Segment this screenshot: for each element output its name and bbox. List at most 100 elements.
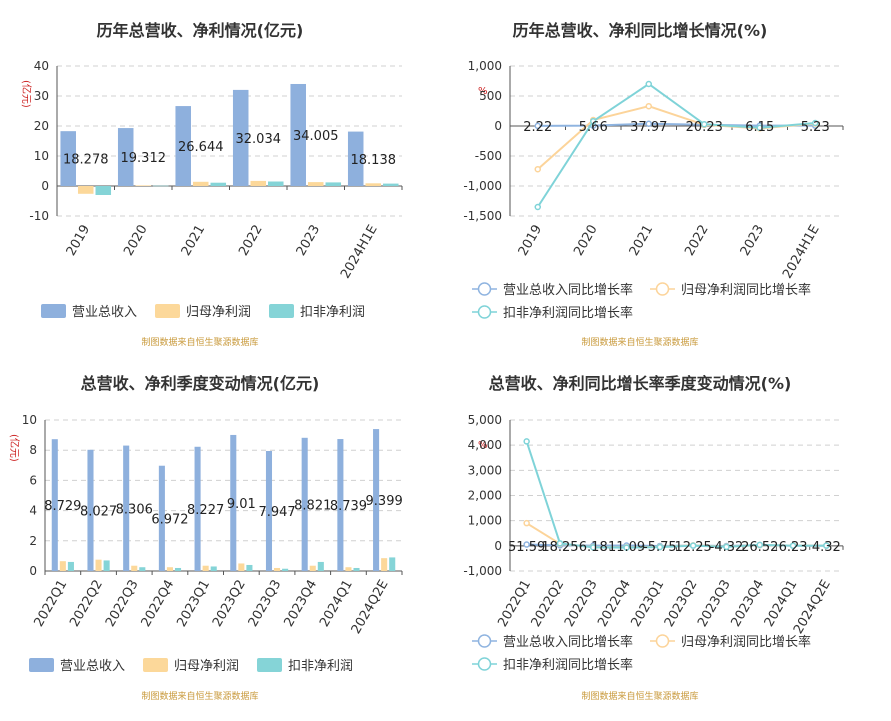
bar-net-profit	[307, 182, 324, 186]
bar-net-profit	[238, 563, 245, 571]
bar-deducted-net-profit	[389, 557, 396, 571]
data-label: 2.22	[523, 120, 552, 135]
y-tick-label: -10	[29, 209, 49, 223]
x-tick-label: 2019	[64, 223, 94, 259]
bar-net-profit	[381, 558, 388, 571]
legend-label: 归母净利润	[174, 659, 239, 674]
x-tick-label: 2023Q1	[174, 578, 213, 630]
bar-deducted-net-profit	[353, 567, 360, 571]
legend-label: 扣非净利润	[300, 305, 365, 320]
bar-deducted-net-profit	[325, 182, 342, 186]
bar-net-profit	[166, 567, 173, 571]
data-point	[590, 544, 597, 551]
data-label: -5.75	[643, 540, 677, 555]
bar-deducted-net-profit	[174, 567, 182, 571]
data-label: 18.25	[541, 540, 578, 555]
bar-net-profit	[345, 567, 352, 571]
source-note: 制图数据来自恒生聚源数据库	[141, 690, 258, 702]
data-point	[756, 124, 763, 132]
legend-swatch-marker	[477, 634, 492, 648]
data-label: 12.25	[675, 540, 712, 555]
y-tick-label: -500	[475, 149, 502, 163]
bar-net-profit	[95, 559, 102, 571]
x-tick-label: 2024Q2E	[349, 578, 392, 637]
y-tick-label: 4	[29, 504, 37, 518]
bar-net-profit	[274, 567, 281, 571]
legend-label: 营业总收入	[72, 305, 137, 320]
data-label: 19.312	[121, 151, 167, 166]
bar-revenue	[265, 451, 273, 571]
legend-label: 营业总收入同比增长率	[503, 282, 633, 298]
data-point	[756, 541, 763, 549]
bar-revenue	[175, 106, 191, 186]
legend: 营业总收入 归母净利润 扣非净利润	[29, 658, 353, 674]
data-label: 8.739	[330, 499, 367, 514]
source-note: 制图数据来自恒生聚源数据库	[581, 336, 698, 348]
legend-label: 扣非净利润	[288, 659, 353, 674]
y-tick-label: 10	[22, 413, 37, 427]
bar-net-profit	[59, 561, 66, 571]
x-tick-label: 2022Q4	[139, 578, 178, 630]
data-point	[645, 102, 652, 110]
bar-revenue	[123, 445, 130, 571]
data-label: 34.005	[293, 129, 339, 144]
bar-revenue	[301, 437, 308, 571]
legend-swatch	[29, 658, 54, 672]
legend-label: 扣非净利润同比增长率	[503, 657, 633, 673]
bar-deducted-net-profit	[317, 561, 324, 571]
x-tick-label: 2021	[627, 223, 657, 259]
x-tick-label: 2023	[294, 223, 324, 259]
bar-deducted-net-profit	[282, 568, 289, 571]
data-point	[534, 122, 541, 130]
legend-label: 归母净利润同比增长率	[681, 634, 811, 650]
bar-net-profit	[250, 180, 267, 186]
source-note: 制图数据来自恒生聚源数据库	[581, 690, 698, 702]
data-label: 6.23	[779, 540, 808, 555]
x-tick-label: 2022	[236, 223, 266, 259]
chart-title: 历年总营收、净利情况(亿元)	[97, 21, 304, 40]
y-tick-label: 0	[494, 119, 502, 133]
bar-net-profit	[77, 186, 94, 194]
legend-swatch	[269, 304, 294, 318]
legend-label: 营业总收入	[60, 659, 125, 674]
bar-deducted-net-profit	[246, 564, 253, 571]
data-point	[590, 117, 597, 125]
y-tick-label: 500	[479, 89, 502, 103]
data-point	[723, 543, 730, 551]
legend-label: 归母净利润同比增长率	[681, 282, 811, 298]
y-axis-unit: %	[478, 86, 488, 97]
legend-swatch	[155, 304, 180, 318]
bar-deducted-net-profit	[103, 560, 110, 571]
data-label: 51.59	[508, 540, 545, 555]
data-point	[534, 203, 541, 211]
data-point	[523, 541, 530, 548]
y-tick-label: -1,500	[463, 209, 502, 223]
y-tick-label: 3,000	[468, 463, 502, 477]
data-label: 4.32	[812, 540, 841, 555]
chart-panel-3: 总营收、净利季度变动情况(亿元)(亿元)02468102022Q12022Q22…	[8, 374, 403, 702]
y-tick-label: 10	[34, 149, 49, 163]
data-label: 32.034	[236, 132, 282, 147]
series-line-3	[536, 82, 816, 208]
legend-swatch	[257, 658, 282, 672]
y-axis-unit: %	[478, 440, 488, 451]
data-label: 6.15	[745, 120, 774, 135]
chart-title: 历年总营收、净利同比增长情况(%)	[513, 21, 768, 40]
chart-title: 总营收、净利季度变动情况(亿元)	[81, 374, 320, 393]
x-tick-label: 2020	[571, 223, 601, 259]
y-tick-label: 0	[494, 539, 502, 553]
data-point	[645, 120, 652, 127]
series-line-1	[537, 122, 816, 127]
data-label: 5.66	[579, 120, 608, 135]
legend-label: 扣非净利润同比增长率	[503, 305, 633, 321]
data-label: 37.97	[630, 120, 667, 135]
bar-revenue	[117, 128, 134, 186]
bar-revenue	[158, 465, 165, 571]
source-note: 制图数据来自恒生聚源数据库	[141, 336, 258, 348]
x-tick-label: 2023Q2	[210, 578, 249, 630]
y-tick-label: 2	[29, 534, 37, 548]
data-label: 5.23	[801, 120, 830, 135]
data-point	[789, 542, 797, 549]
